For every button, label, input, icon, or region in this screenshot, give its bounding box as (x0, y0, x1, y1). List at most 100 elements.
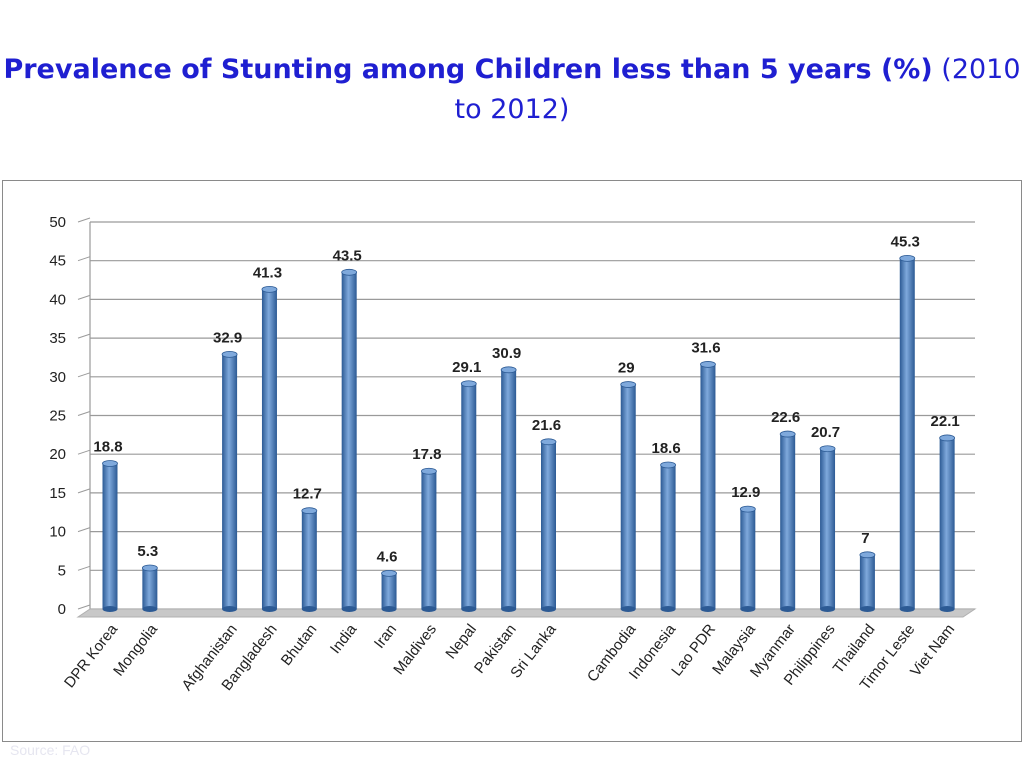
bar-top (261, 285, 278, 293)
bar-base (859, 606, 875, 612)
bar-body (620, 384, 636, 609)
y-tick-label: 25 (49, 408, 66, 425)
bar-top (540, 438, 557, 446)
bar-body (222, 354, 238, 609)
chart-title: Prevalence of Stunting among Children le… (0, 50, 1024, 130)
gridline-depth (77, 411, 91, 416)
x-tick-label: India (327, 620, 361, 657)
bar-top (102, 460, 118, 467)
bar-body (301, 510, 317, 609)
gridline-depth (77, 604, 91, 610)
value-label: 22.6 (771, 409, 800, 426)
bar-body (899, 258, 915, 609)
bar-base (820, 606, 836, 612)
bar-top (779, 430, 796, 438)
bars (102, 254, 956, 612)
bar-base (381, 606, 397, 612)
y-tick-label: 35 (49, 330, 66, 347)
bar-top (301, 507, 318, 515)
floor-plane (76, 608, 977, 618)
bar (819, 445, 836, 612)
value-label: 5.3 (137, 543, 158, 560)
bar-body (820, 448, 836, 609)
value-label: 12.9 (731, 484, 760, 501)
bar (540, 438, 557, 612)
value-label: 18.6 (651, 440, 680, 457)
bar (700, 361, 716, 612)
x-tick-label: DPR Korea (61, 620, 122, 691)
gridline-depth (77, 294, 91, 300)
y-tick-label: 10 (49, 524, 66, 541)
bar-body (381, 573, 397, 609)
gridline-depth (77, 256, 91, 262)
gridline-depth (77, 488, 91, 494)
value-label: 45.3 (891, 233, 920, 250)
bar (739, 505, 756, 612)
x-tick-label: Bhutan (278, 621, 321, 669)
value-label: 12.7 (293, 486, 322, 503)
gridline-depth (77, 333, 91, 339)
value-label: 30.9 (492, 345, 521, 362)
bar-base (700, 606, 716, 612)
bar-base (740, 606, 756, 612)
value-label: 17.8 (412, 446, 441, 463)
value-label: 18.8 (93, 438, 122, 455)
gridline-depth (77, 565, 91, 571)
value-label: 29.1 (452, 359, 481, 376)
bar (141, 564, 158, 612)
bar (341, 268, 358, 612)
bar-base (461, 606, 477, 612)
bar-body (341, 272, 357, 609)
bar-top (460, 380, 477, 388)
bar-top (221, 350, 238, 358)
bar-top (660, 461, 676, 469)
value-label: 22.1 (931, 413, 960, 430)
bar (301, 507, 318, 612)
bar-top (500, 366, 517, 374)
gridline-depth (77, 449, 91, 455)
bar (939, 434, 956, 612)
y-tick-label: 20 (49, 446, 66, 463)
bar (620, 381, 637, 612)
gridline-depth (77, 527, 91, 533)
bar-top (620, 381, 637, 388)
bar-body (859, 554, 875, 609)
bar (221, 350, 238, 612)
bar-top (899, 254, 916, 262)
bar-body (142, 567, 158, 609)
bar-top (939, 434, 956, 442)
value-labels: 18.8 5.3 32.9 41.3 12.7 43.5 4.6 17.8 29.1 30.9 21… (93, 233, 959, 565)
y-axis: 0 5 10 15 20 25 30 35 40 45 50 (49, 214, 91, 618)
value-label: 7 (861, 530, 869, 547)
bar-body (780, 434, 796, 609)
y-tick-label: 45 (49, 253, 66, 270)
bar-base (222, 606, 238, 612)
bar-body (660, 465, 676, 609)
x-tick-label: Nepal (442, 621, 480, 662)
bar-top (381, 569, 397, 577)
bar-top (421, 467, 437, 475)
bar-top (341, 268, 358, 276)
y-tick-label: 5 (58, 562, 66, 579)
value-label: 43.5 (333, 247, 362, 264)
bar (500, 366, 517, 612)
bar-base (421, 606, 437, 612)
value-label: 21.6 (532, 417, 561, 434)
chart-floor (76, 608, 977, 618)
bar-body (541, 441, 556, 609)
bar-body (421, 471, 437, 609)
chart-title-main: Prevalence of Stunting among Children le… (3, 54, 933, 85)
bar-body (939, 437, 955, 609)
bar-body (501, 369, 517, 609)
gridline-depth (77, 372, 91, 378)
bar-body (102, 463, 118, 609)
bar-base (660, 606, 676, 612)
bar-top (739, 505, 756, 513)
bar (421, 467, 437, 612)
y-tick-label: 40 (49, 291, 66, 308)
bar-base (541, 606, 556, 612)
value-label: 29 (618, 360, 635, 377)
bar-base (102, 606, 118, 612)
